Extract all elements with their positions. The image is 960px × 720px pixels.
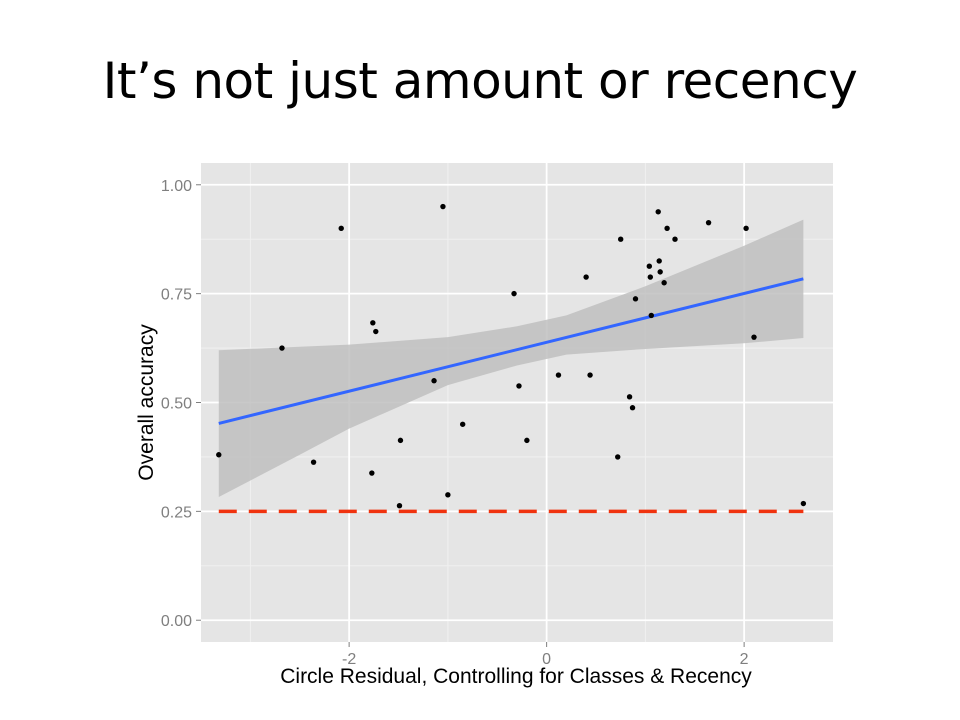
data-point (626, 394, 633, 400)
data-point (511, 290, 517, 297)
data-point (338, 225, 344, 232)
data-point (632, 296, 639, 302)
data-point (617, 236, 624, 242)
data-point (216, 452, 222, 458)
data-point (655, 209, 661, 215)
y-tick-label: 0.00 (161, 613, 192, 630)
data-point (648, 312, 654, 319)
data-point (646, 263, 653, 269)
data-point (664, 225, 670, 232)
data-point (647, 274, 654, 280)
data-point (629, 405, 636, 411)
data-point (615, 454, 621, 460)
data-point (440, 203, 446, 210)
data-points (216, 203, 807, 509)
data-point (587, 372, 593, 378)
y-tick-label: 1.00 (161, 178, 192, 195)
data-point (370, 320, 376, 326)
data-point (279, 345, 285, 351)
y-axis: 0.00 0.25 0.50 0.75 1.00 (161, 178, 201, 630)
data-point (661, 280, 667, 286)
x-axis: -2 0 2 (342, 642, 749, 668)
data-point (705, 219, 712, 226)
data-point (800, 500, 807, 507)
x-tick-label: -2 (342, 651, 356, 668)
data-point (459, 421, 466, 427)
confidence-ribbon (218, 219, 804, 497)
data-point (524, 437, 530, 444)
data-point (310, 459, 317, 465)
regression-line (218, 277, 804, 425)
y-axis-title: Overall accuracy (135, 324, 158, 481)
slide-title: It’s not just amount or recency (102, 52, 858, 110)
y-tick-label: 0.50 (161, 396, 192, 413)
major-grid (201, 163, 833, 642)
data-point (516, 383, 522, 389)
data-point (751, 334, 757, 340)
data-point (397, 437, 404, 444)
data-point (445, 492, 451, 498)
y-tick-label: 0.25 (161, 504, 192, 521)
data-point (583, 274, 589, 280)
x-tick-label: 2 (740, 651, 749, 668)
x-axis-title: Circle Residual, Controlling for Classes… (280, 665, 752, 688)
data-point (396, 503, 403, 509)
data-point (656, 258, 662, 264)
data-point (555, 372, 562, 378)
data-point (657, 269, 663, 275)
data-point (672, 236, 678, 242)
data-point (369, 470, 375, 476)
x-tick-label: 0 (542, 651, 551, 668)
data-point (743, 225, 749, 232)
y-tick-label: 0.75 (161, 287, 192, 304)
data-point (373, 328, 379, 335)
data-point (431, 378, 437, 384)
